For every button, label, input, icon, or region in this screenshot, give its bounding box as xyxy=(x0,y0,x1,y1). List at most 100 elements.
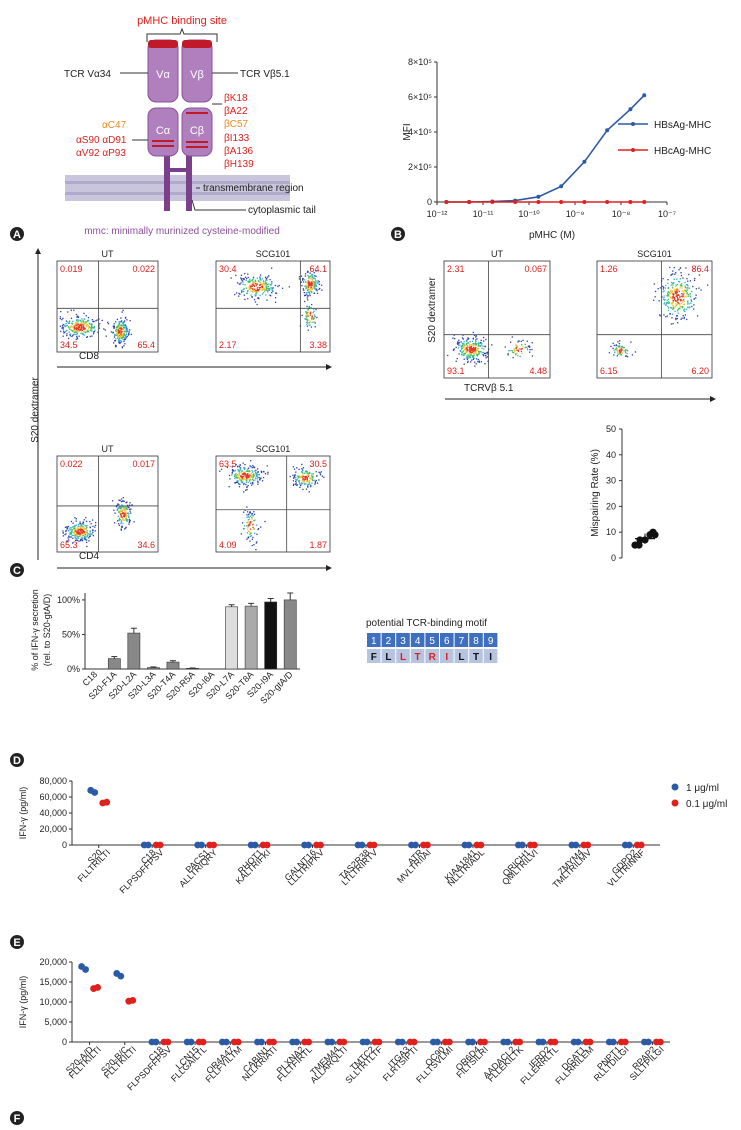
flow-event xyxy=(124,335,127,338)
flow-event xyxy=(675,305,677,308)
flow-event xyxy=(266,287,268,289)
flow-event xyxy=(309,289,311,292)
flow-event xyxy=(120,522,122,525)
flow-event xyxy=(260,477,262,479)
flow-event xyxy=(483,340,485,342)
flow-event xyxy=(82,325,85,327)
flow-event xyxy=(665,304,667,306)
flow-event xyxy=(263,283,266,285)
flow-event xyxy=(305,488,308,490)
flow-event xyxy=(520,348,522,350)
flow-title: SCG101 xyxy=(256,444,291,454)
flow-event xyxy=(74,533,77,536)
flow-event xyxy=(264,282,266,285)
flow-event xyxy=(98,325,100,327)
b-x-tick-label: 10⁻¹² xyxy=(427,209,448,219)
flow-event xyxy=(65,322,67,325)
flow-event xyxy=(678,294,680,297)
flow-event xyxy=(62,326,64,328)
flow-event xyxy=(94,530,96,532)
flow-event xyxy=(88,535,91,538)
flow-event xyxy=(93,326,95,329)
flow-event xyxy=(481,344,483,346)
flow-event xyxy=(306,271,309,273)
flow-event xyxy=(630,341,632,343)
flow-event xyxy=(676,303,678,305)
flow-event xyxy=(83,527,86,529)
flow-event xyxy=(73,534,75,537)
flow-event xyxy=(241,476,243,478)
flow-event xyxy=(311,315,313,317)
flow-event xyxy=(118,507,120,509)
flow-event xyxy=(118,505,121,508)
flow-event xyxy=(250,535,252,538)
b-point-0 xyxy=(628,107,633,112)
flow-event xyxy=(124,515,126,517)
flow-event xyxy=(238,283,240,285)
flow-event xyxy=(471,348,473,350)
flow-event xyxy=(67,525,70,528)
flow-event xyxy=(311,281,313,283)
flow-event xyxy=(281,287,284,289)
flow-event xyxy=(117,331,119,334)
flow-event xyxy=(253,282,255,284)
flow-event xyxy=(265,279,267,282)
flow-event xyxy=(84,532,87,534)
flow-event xyxy=(240,475,242,477)
flow-event xyxy=(239,464,241,466)
flow-event xyxy=(475,352,477,354)
flow-event xyxy=(305,292,307,294)
flow-event xyxy=(125,514,127,516)
flow-event xyxy=(220,468,223,470)
motif-residue-box xyxy=(483,649,498,663)
flow-event xyxy=(120,508,122,510)
flow-event xyxy=(313,275,316,277)
flow-event xyxy=(667,294,670,296)
b-point-1 xyxy=(582,200,587,204)
flow-event xyxy=(127,334,129,336)
flow-event xyxy=(81,321,83,323)
flow-event xyxy=(250,294,252,296)
flow-event xyxy=(250,531,252,534)
flow-event xyxy=(250,466,252,468)
flow-event xyxy=(247,273,249,275)
flow-event xyxy=(241,470,243,472)
flow-event xyxy=(675,291,677,293)
flow-event xyxy=(76,324,78,326)
flow-event xyxy=(246,486,248,489)
mis-y-label: Mispairing Rate (%) xyxy=(590,449,601,537)
flow-event xyxy=(478,352,480,354)
flow-event xyxy=(472,345,475,347)
flow-event xyxy=(265,294,267,296)
flow-event xyxy=(244,489,247,491)
flow-event xyxy=(271,282,273,285)
flow-event xyxy=(679,304,681,306)
flow-event xyxy=(259,278,261,281)
flow-event xyxy=(467,360,469,362)
e-legend-label-01ug: 0.1 μg/ml xyxy=(686,799,727,810)
flow-event xyxy=(458,344,460,347)
flow-quadrant-value: 63.5 xyxy=(219,459,237,469)
flow-event xyxy=(614,351,616,353)
flow-event xyxy=(66,334,68,337)
flow-event xyxy=(519,348,521,350)
flow-frame xyxy=(215,455,331,553)
motif-position-number: 7 xyxy=(459,636,465,647)
flow-event xyxy=(480,361,483,363)
flow-event xyxy=(128,333,130,335)
flow-event xyxy=(686,318,688,321)
flow-event xyxy=(66,528,68,530)
flow-event xyxy=(252,478,254,480)
flow-event xyxy=(93,330,96,333)
flow-event xyxy=(123,514,125,517)
flow-event xyxy=(123,333,126,335)
flow-event xyxy=(241,473,243,475)
flow-event xyxy=(315,275,317,277)
flow-event xyxy=(117,329,119,331)
flow-event xyxy=(466,351,468,353)
flow-event xyxy=(239,483,241,486)
flow-event xyxy=(252,536,254,539)
flow-event xyxy=(119,339,122,342)
